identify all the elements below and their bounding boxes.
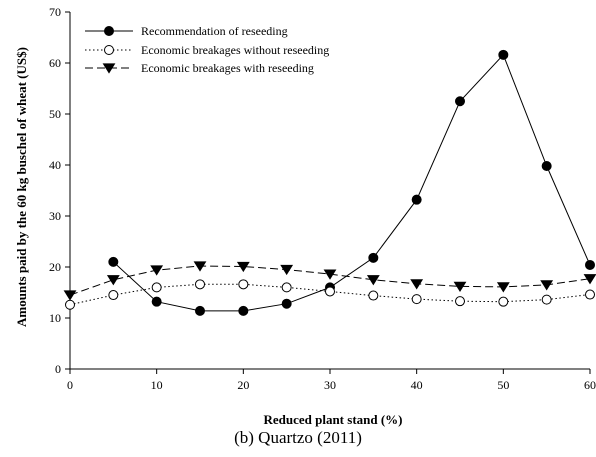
data-point [410, 279, 424, 290]
y-tick-label: 20 [49, 260, 61, 274]
legend-label: Recommendation of reseeding [141, 24, 288, 38]
data-point [498, 49, 509, 60]
y-axis-title: Amounts paid by the 60 kg buschel of whe… [14, 47, 29, 327]
data-point [325, 286, 335, 297]
legend-entry: Economic breakages without reseeding [85, 43, 329, 57]
x-tick-label: 0 [67, 378, 73, 392]
figure-caption: (b) Quartzo (2011) [234, 428, 362, 447]
x-tick-label: 40 [411, 378, 423, 392]
data-point [236, 261, 250, 273]
axes: 0 10 20 30 40 50 60 70 0 10 20 30 40 50 60 [49, 5, 596, 392]
data-point [106, 275, 120, 286]
data-point [455, 96, 465, 107]
legend-marker [102, 63, 116, 74]
data-point [455, 296, 465, 307]
y-tick-label: 0 [55, 362, 61, 376]
data-point [108, 290, 119, 301]
legend-entry: Recommendation of reseeding [85, 24, 288, 38]
legend: Recommendation of reseeding Economic brea… [85, 24, 329, 75]
data-point [195, 279, 205, 290]
y-tick-label: 60 [49, 56, 61, 70]
data-point [108, 256, 119, 267]
data-point [585, 259, 595, 270]
data-point [366, 275, 380, 286]
data-point [151, 296, 162, 307]
legend-marker [104, 26, 114, 36]
x-axis-title: Reduced plant stand (%) [263, 412, 402, 427]
x-tick-label: 60 [584, 378, 596, 392]
data-point [65, 299, 75, 310]
legend-marker [104, 45, 114, 55]
data-point [63, 290, 77, 301]
line-chart: 0 10 20 30 40 50 60 70 0 10 20 30 40 50 60 Recommendat… [14, 5, 596, 427]
data-point [453, 281, 467, 292]
data-point [150, 265, 164, 276]
data-point [496, 282, 510, 293]
x-tick-label: 10 [151, 378, 163, 392]
data-point [498, 296, 509, 307]
data-point [541, 161, 552, 172]
data-point [193, 261, 207, 272]
y-tick-label: 50 [49, 107, 61, 121]
y-tick-label: 10 [49, 311, 61, 325]
series-layer [63, 49, 596, 316]
legend-entry: Economic breakages with reseeding [85, 61, 314, 75]
data-point [238, 305, 249, 316]
series-line [112, 53, 591, 312]
y-tick-label: 40 [49, 158, 61, 172]
x-tick-label: 50 [497, 378, 509, 392]
x-tick-label: 30 [324, 378, 336, 392]
data-point [540, 280, 554, 291]
data-point [238, 279, 249, 290]
data-point [411, 294, 422, 305]
y-tick-label: 70 [49, 5, 61, 19]
legend-label: Economic breakages without reseeding [141, 43, 329, 57]
data-point [411, 194, 422, 205]
y-tick-label: 30 [49, 209, 61, 223]
series-1 [108, 49, 595, 316]
data-point [368, 252, 379, 263]
data-point [583, 274, 596, 285]
data-point [195, 305, 205, 316]
data-point [585, 289, 595, 300]
data-point [281, 298, 292, 309]
data-point [281, 282, 292, 293]
data-point [280, 264, 294, 276]
data-point [368, 290, 379, 301]
data-point [151, 282, 162, 293]
data-point [323, 269, 337, 280]
x-tick-label: 20 [237, 378, 249, 392]
data-point [541, 294, 552, 305]
legend-label: Economic breakages with reseeding [141, 61, 314, 75]
series-3 [63, 261, 596, 301]
